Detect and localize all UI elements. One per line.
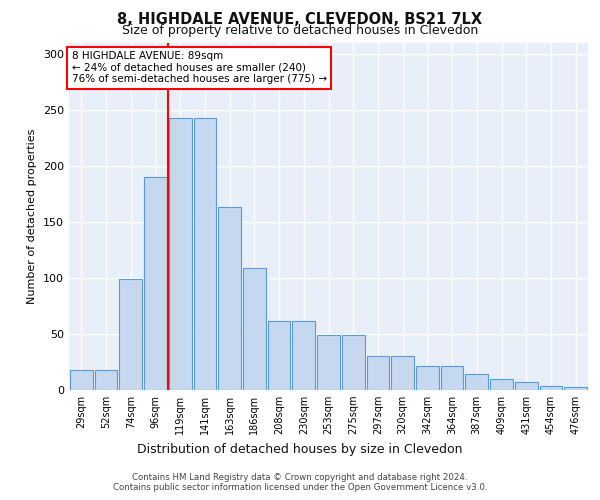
Bar bbox=[70, 370, 93, 390]
Bar bbox=[268, 320, 290, 390]
Bar bbox=[342, 335, 365, 390]
Text: 8 HIGHDALE AVENUE: 89sqm
← 24% of detached houses are smaller (240)
76% of semi-: 8 HIGHDALE AVENUE: 89sqm ← 24% of detach… bbox=[71, 51, 327, 84]
Bar bbox=[564, 386, 587, 390]
Bar bbox=[466, 374, 488, 390]
Text: Contains public sector information licensed under the Open Government Licence v3: Contains public sector information licen… bbox=[113, 482, 487, 492]
Bar bbox=[218, 208, 241, 390]
Bar bbox=[194, 118, 216, 390]
Bar bbox=[292, 320, 315, 390]
Text: Contains HM Land Registry data © Crown copyright and database right 2024.: Contains HM Land Registry data © Crown c… bbox=[132, 472, 468, 482]
Bar bbox=[144, 177, 167, 390]
Bar bbox=[490, 379, 513, 390]
Bar bbox=[441, 366, 463, 390]
Y-axis label: Number of detached properties: Number of detached properties bbox=[28, 128, 37, 304]
Bar bbox=[367, 356, 389, 390]
Text: 8, HIGHDALE AVENUE, CLEVEDON, BS21 7LX: 8, HIGHDALE AVENUE, CLEVEDON, BS21 7LX bbox=[118, 12, 482, 28]
Bar bbox=[95, 370, 118, 390]
Text: Distribution of detached houses by size in Clevedon: Distribution of detached houses by size … bbox=[137, 442, 463, 456]
Bar bbox=[515, 382, 538, 390]
Bar bbox=[119, 279, 142, 390]
Bar bbox=[169, 118, 191, 390]
Text: Size of property relative to detached houses in Clevedon: Size of property relative to detached ho… bbox=[122, 24, 478, 37]
Bar bbox=[243, 268, 266, 390]
Bar bbox=[391, 356, 414, 390]
Bar bbox=[539, 386, 562, 390]
Bar bbox=[416, 366, 439, 390]
Bar bbox=[317, 335, 340, 390]
